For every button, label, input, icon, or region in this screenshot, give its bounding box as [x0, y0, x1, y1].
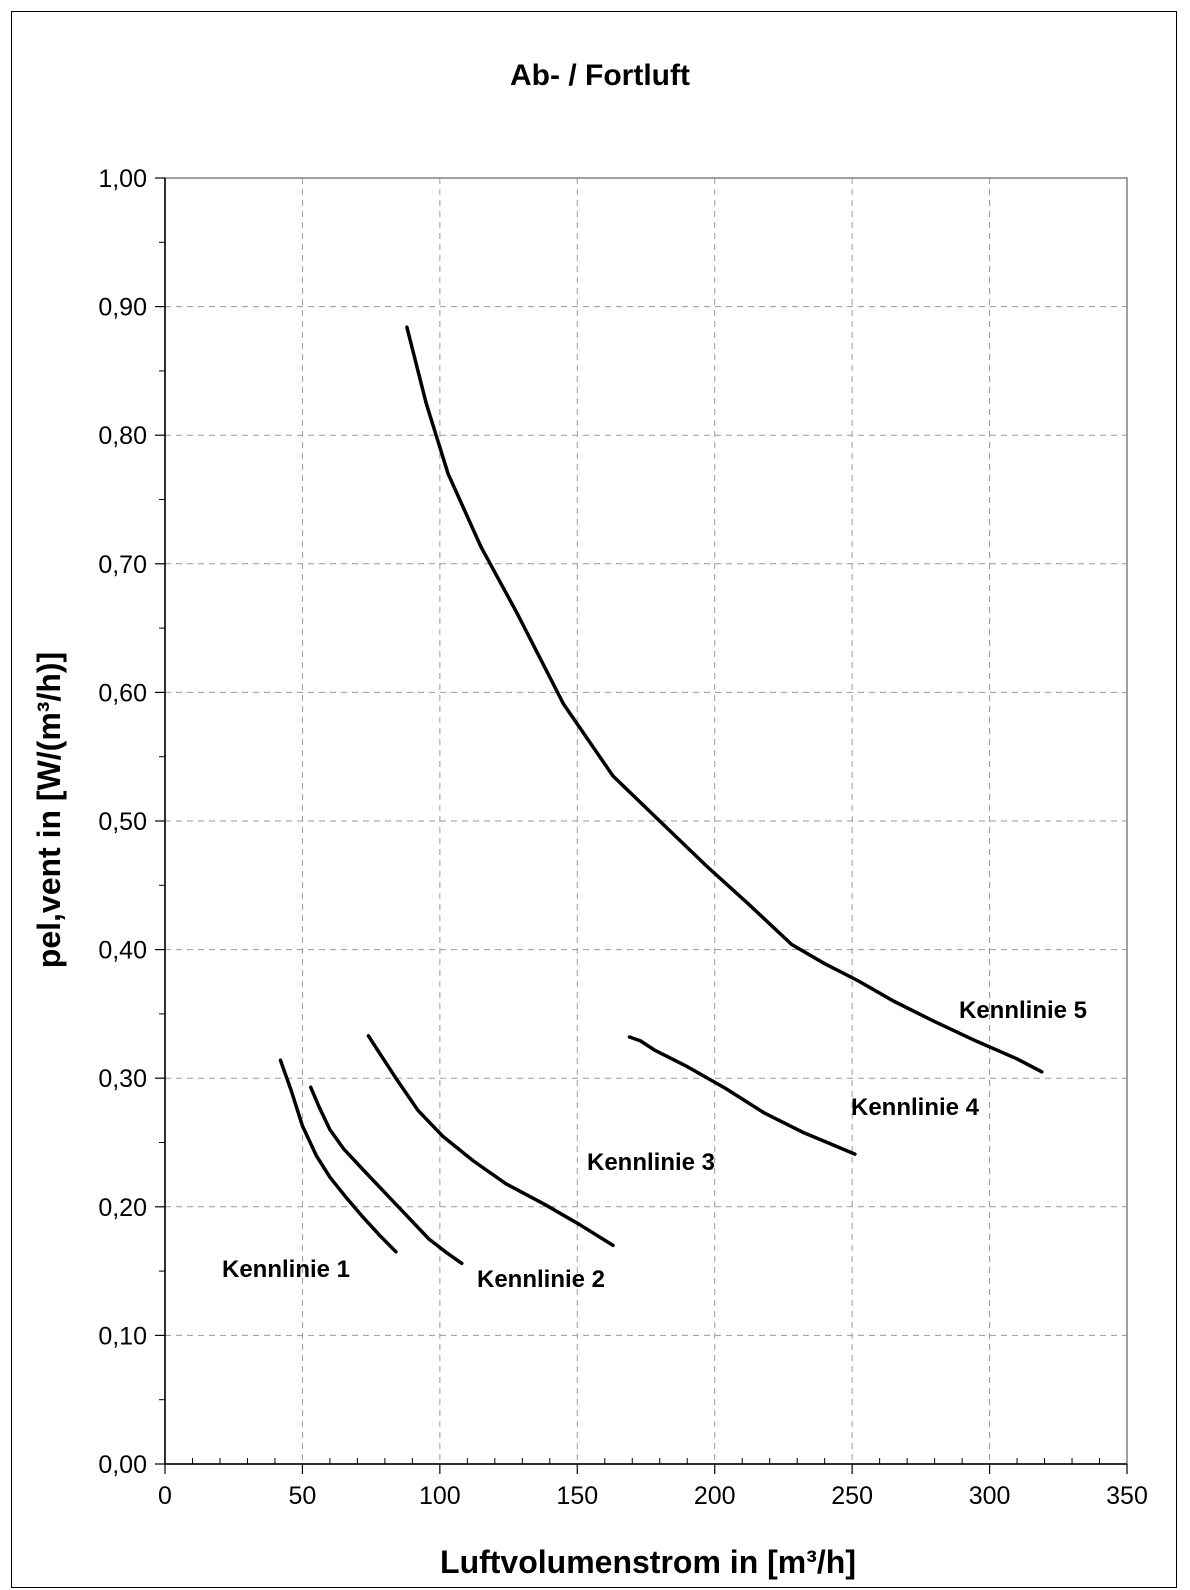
x-tick-label: 300: [969, 1482, 1011, 1510]
series-line-1: [278, 1058, 398, 1254]
series-label-5: Kennlinie 5: [959, 997, 1087, 1024]
y-tick-label: 0,00: [98, 1451, 147, 1479]
y-tick-label: 1,00: [98, 165, 147, 193]
chart-title: Ab- / Fortluft: [510, 59, 690, 92]
series-label-1: Kennlinie 1: [222, 1256, 350, 1283]
y-tick-label: 0,10: [98, 1322, 147, 1350]
x-tick-label: 350: [1106, 1482, 1148, 1510]
series-line-4: [627, 1035, 857, 1156]
x-tick-label: 0: [158, 1482, 172, 1510]
x-tick-label: 200: [694, 1482, 736, 1510]
series-label-2: Kennlinie 2: [477, 1266, 605, 1293]
y-tick-label: 0,50: [98, 808, 147, 836]
x-tick-label: 150: [556, 1482, 598, 1510]
x-tick-label: 100: [419, 1482, 461, 1510]
series-lines: [278, 325, 1044, 1266]
y-axis-title: pel,vent in [W/(m³/h)]: [31, 652, 67, 968]
y-tick-label: 0,70: [98, 551, 147, 579]
y-tick-label: 0,80: [98, 422, 147, 450]
y-tick-label: 0,20: [98, 1194, 147, 1222]
chart-frame: [11, 11, 1177, 1588]
y-tick-label: 0,90: [98, 294, 147, 322]
x-tick-label: 250: [831, 1482, 873, 1510]
axes: [155, 177, 1128, 1474]
x-tick-label: 50: [289, 1482, 317, 1510]
tick-labels: 0 50 100 150 200 250 300 350 0,00 0,10 0,20 0,30 0,4…: [98, 165, 1148, 1510]
x-axis-title: Luftvolumenstrom in [m³/h]: [440, 1544, 856, 1580]
series-label-3: Kennlinie 3: [587, 1149, 715, 1176]
y-tick-label: 0,30: [98, 1065, 147, 1093]
series-label-4: Kennlinie 4: [851, 1094, 980, 1121]
series-line-3: [366, 1034, 615, 1248]
series-labels: Kennlinie 1 Kennlinie 2 Kennlinie 3 Kennlin…: [222, 997, 1087, 1293]
series-line-2: [308, 1085, 464, 1266]
y-tick-label: 0,40: [98, 937, 147, 965]
y-tick-label: 0,60: [98, 679, 147, 707]
series-line-5: [405, 325, 1044, 1074]
